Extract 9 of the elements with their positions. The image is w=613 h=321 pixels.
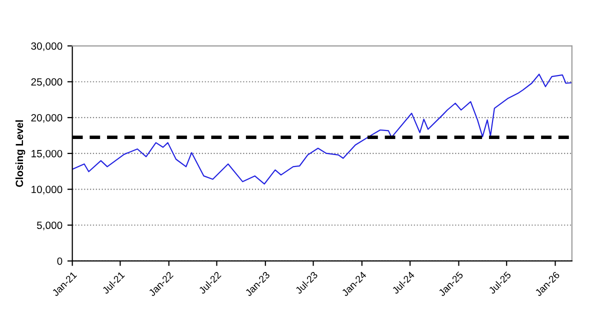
y-tick-label: 0 [57,257,62,265]
y-tick-label: 5,000 [36,222,62,230]
y-tick-label: 30,000 [31,42,62,52]
y-tick-label: 25,000 [31,78,62,87]
y-tick-label: 10,000 [32,186,62,194]
line-series [72,74,572,185]
y-axis-title: Closing Level [15,120,26,187]
y-tick-label: 15,000 [32,150,62,159]
y-tick-label: 20,000 [31,114,62,123]
